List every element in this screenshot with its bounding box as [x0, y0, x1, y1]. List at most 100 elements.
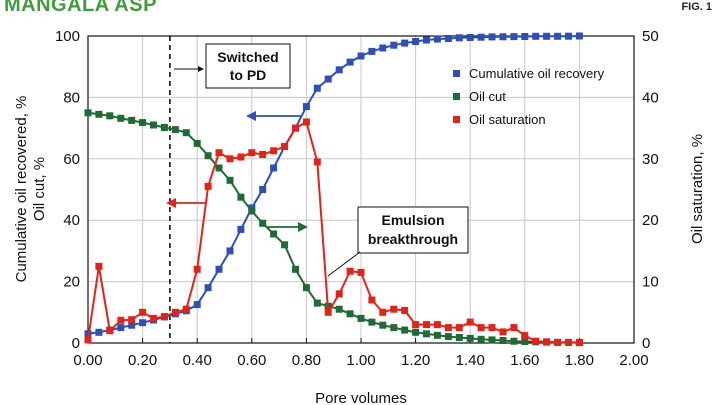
x-tick-label: 0.00 — [73, 352, 102, 369]
annotation-switched-box — [205, 43, 291, 89]
data-point-oil-cut — [182, 129, 190, 137]
annotation-switched-line-2: to PD — [230, 67, 267, 83]
x-tick-label: 1.40 — [456, 352, 485, 369]
data-point-oil-saturation — [401, 307, 409, 314]
data-point-cumulative-oil-recovery — [117, 324, 125, 332]
data-point-cumulative-oil-recovery — [433, 35, 441, 43]
data-point-oil-saturation — [423, 321, 430, 329]
data-point-oil-cut — [335, 305, 343, 313]
data-point-cumulative-oil-recovery — [510, 33, 518, 41]
data-point-oil-cut — [401, 326, 409, 334]
data-point-oil-saturation — [412, 321, 420, 329]
data-point-oil-saturation — [499, 328, 507, 336]
data-point-cumulative-oil-recovery — [139, 319, 147, 327]
data-point-oil-saturation — [128, 316, 136, 324]
data-point-oil-cut — [150, 121, 157, 129]
data-point-oil-saturation — [139, 308, 147, 316]
axis-arrow-cumulative — [246, 111, 302, 121]
legend-marker-oil-saturation — [453, 116, 460, 123]
data-point-oil-saturation — [292, 124, 299, 132]
data-point-oil-saturation — [270, 147, 278, 155]
annotation-switched: Switched to PD — [174, 43, 291, 89]
legend-label-cumulative: Cumulative oil recovery — [469, 66, 605, 81]
data-point-oil-saturation — [117, 316, 125, 324]
series-line-oil-cut — [87, 111, 580, 344]
data-point-oil-saturation — [313, 158, 321, 166]
data-point-oil-saturation — [521, 332, 529, 340]
legend-label-oil-saturation: Oil saturation — [469, 112, 546, 127]
data-point-oil-cut — [412, 328, 420, 336]
legend-marker-cumulative — [453, 70, 460, 77]
data-point-oil-cut — [488, 336, 496, 344]
data-point-cumulative-oil-recovery — [357, 52, 365, 60]
annotation-emulsion-line-1: Emulsion — [381, 212, 444, 228]
data-point-cumulative-oil-recovery — [270, 164, 278, 172]
axis-arrow-oil-saturation-left — [166, 198, 206, 208]
data-point-cumulative-oil-recovery — [521, 33, 529, 40]
y-left-tick-label: 100 — [55, 28, 80, 45]
data-point-oil-cut — [226, 176, 234, 184]
y-right-tick-label: 20 — [642, 212, 659, 229]
data-point-oil-cut — [106, 112, 114, 120]
data-point-oil-saturation — [575, 338, 583, 346]
data-point-oil-cut — [521, 338, 529, 345]
legend-marker-oil-cut — [453, 93, 460, 100]
x-tick-label: 1.20 — [401, 352, 430, 369]
data-point-cumulative-oil-recovery — [128, 321, 136, 329]
data-point-oil-saturation — [193, 265, 201, 273]
data-point-oil-cut — [215, 164, 223, 172]
data-point-oil-saturation — [532, 337, 540, 345]
data-point-cumulative-oil-recovery — [313, 84, 321, 92]
data-point-cumulative-oil-recovery — [390, 41, 398, 49]
data-point-cumulative-oil-recovery — [346, 58, 354, 66]
data-point-cumulative-oil-recovery — [226, 247, 234, 255]
annotation-emulsion-line-2: breakthrough — [368, 231, 458, 247]
data-point-oil-saturation — [171, 308, 179, 316]
data-point-oil-saturation — [335, 290, 343, 298]
data-point-oil-saturation — [106, 327, 114, 335]
data-point-oil-saturation — [95, 262, 103, 270]
x-tick-label: 0.40 — [183, 352, 212, 369]
data-point-oil-cut — [423, 330, 430, 338]
data-point-cumulative-oil-recovery — [95, 328, 103, 336]
data-point-oil-cut — [390, 324, 398, 332]
data-point-cumulative-oil-recovery — [259, 186, 267, 193]
data-point-oil-cut — [455, 334, 463, 341]
data-point-cumulative-oil-recovery — [193, 301, 201, 309]
y-right-tick-label: 0 — [642, 335, 650, 352]
y-left-tick-label: 60 — [63, 151, 80, 168]
data-point-oil-saturation — [84, 336, 92, 344]
data-point-cumulative-oil-recovery — [477, 33, 485, 41]
y-right-tick-label: 40 — [642, 89, 659, 106]
axis-arrow-oil-cut-right — [266, 222, 308, 232]
x-tick-label: 1.00 — [346, 352, 375, 369]
annotation-emulsion-box — [357, 206, 469, 254]
left-axis-label-line-2: Oil cut, % — [31, 157, 48, 221]
data-point-cumulative-oil-recovery — [543, 32, 551, 40]
data-point-oil-cut — [357, 314, 365, 322]
y-left-tick-label: 0 — [72, 335, 80, 352]
data-point-oil-saturation — [182, 305, 190, 313]
y-right-tick-label: 50 — [642, 28, 659, 45]
data-point-oil-cut — [346, 310, 354, 318]
data-point-oil-cut — [117, 114, 125, 122]
y-left-tick-label: 20 — [63, 274, 80, 291]
x-tick-label: 0.80 — [292, 352, 321, 369]
data-point-oil-cut — [128, 116, 136, 124]
y-left-tick-label: 40 — [63, 212, 80, 229]
data-point-cumulative-oil-recovery — [379, 44, 387, 52]
data-point-oil-saturation — [368, 296, 376, 304]
data-point-oil-saturation — [357, 268, 365, 276]
x-tick-label: 0.60 — [237, 352, 266, 369]
data-point-oil-cut — [433, 331, 441, 339]
data-point-oil-cut — [84, 109, 92, 117]
data-point-oil-cut — [193, 139, 201, 147]
data-point-cumulative-oil-recovery — [499, 33, 507, 41]
annotation-emulsion: Emulsion breakthrough — [327, 206, 469, 277]
data-point-oil-saturation — [466, 318, 474, 326]
data-point-oil-cut — [466, 334, 474, 342]
data-point-oil-cut — [95, 110, 103, 118]
data-point-oil-saturation — [150, 314, 157, 322]
data-point-oil-saturation — [390, 305, 398, 313]
